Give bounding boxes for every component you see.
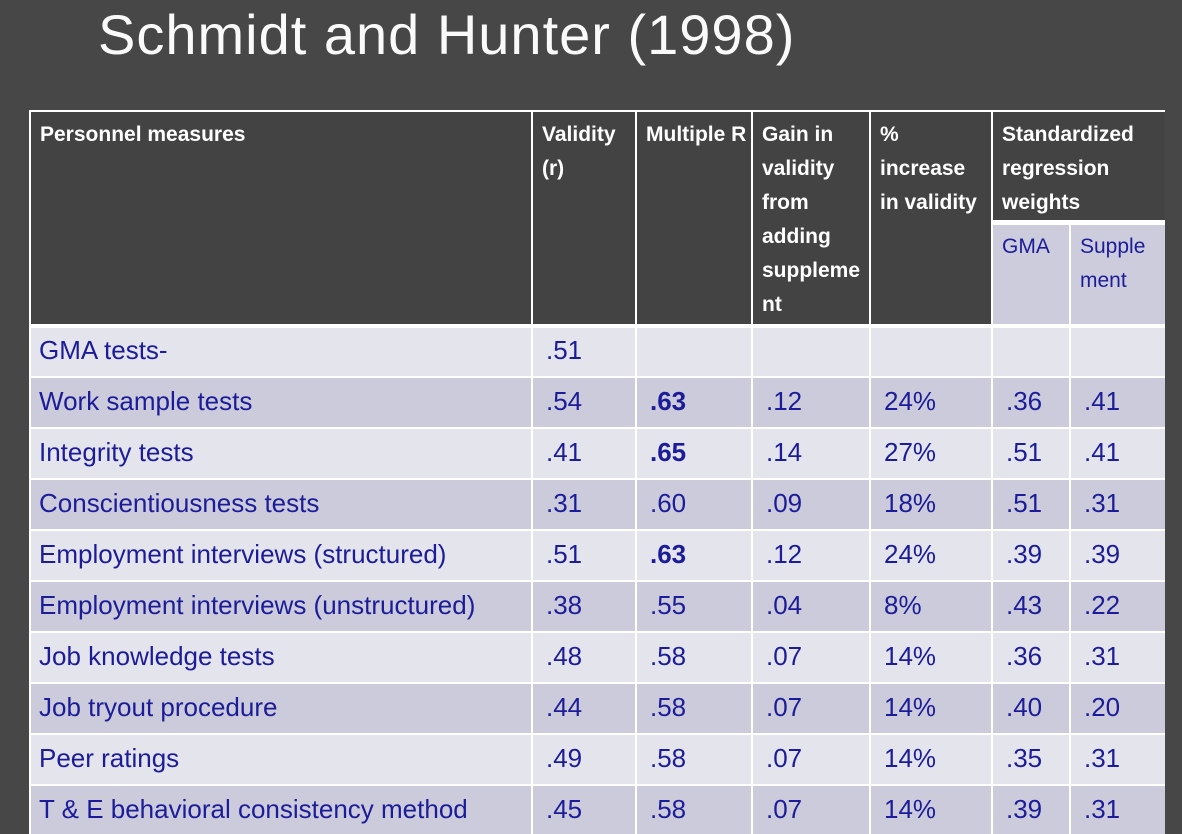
gma-weight-cell: .39 [991, 528, 1071, 582]
validity-cell: .54 [531, 375, 637, 429]
gma-weight-cell: .35 [991, 732, 1071, 786]
table-body: GMA tests- .51 Work sample tests .54.63.12 2… [29, 323, 1165, 834]
header-multiple-r: Multiple R [635, 110, 753, 327]
slide-title: Schmidt and Hunter (1998) [98, 3, 796, 66]
table-row: Job knowledge tests .48.58.07 14% .36.31 [29, 630, 1165, 684]
supplement-weight-cell: .31 [1069, 630, 1165, 684]
supplement-weight-cell [1069, 323, 1165, 378]
supplement-weight-cell: .39 [1069, 528, 1165, 582]
multiple-r-cell: .58 [635, 681, 753, 735]
gain-cell: .07 [751, 681, 871, 735]
subheader-gma: GMA [991, 221, 1071, 327]
table-row: Employment interviews (unstructured) .38.… [29, 579, 1165, 633]
increase-cell: 14% [869, 681, 993, 735]
supplement-weight-cell: .41 [1069, 426, 1165, 480]
measure-cell: Integrity tests [29, 426, 533, 480]
validity-cell: .51 [531, 528, 637, 582]
header-standardized-regression-weights: Standardized regression weights [991, 110, 1165, 225]
increase-cell: 14% [869, 630, 993, 684]
header-percent-increase: % increase in validity [869, 110, 993, 327]
table-row: Peer ratings .49.58.07 14% .35.31 [29, 732, 1165, 786]
supplement-weight-cell: .20 [1069, 681, 1165, 735]
gain-cell: .07 [751, 732, 871, 786]
multiple-r-cell: .63 [635, 375, 753, 429]
multiple-r-cell: .58 [635, 630, 753, 684]
gma-weight-cell: .40 [991, 681, 1071, 735]
increase-cell: 24% [869, 528, 993, 582]
table-row: Integrity tests .41.65.14 27% .51.41 [29, 426, 1165, 480]
table-row: Employment interviews (structured) .51.63… [29, 528, 1165, 582]
table-header: Personnel measures Validity (r) Multiple… [29, 110, 1165, 327]
increase-cell: 8% [869, 579, 993, 633]
supplement-weight-cell: .41 [1069, 375, 1165, 429]
multiple-r-cell: .63 [635, 528, 753, 582]
validity-table: Personnel measures Validity (r) Multiple… [29, 110, 1165, 834]
gma-weight-cell [991, 323, 1071, 378]
measure-cell: T & E behavioral consistency method [29, 783, 533, 834]
measure-cell: Job knowledge tests [29, 630, 533, 684]
gma-weight-cell: .51 [991, 477, 1071, 531]
multiple-r-cell: .60 [635, 477, 753, 531]
multiple-r-cell: .58 [635, 783, 753, 834]
supplement-weight-cell: .31 [1069, 783, 1165, 834]
header-validity-r: Validity (r) [531, 110, 637, 327]
measure-cell: Work sample tests [29, 375, 533, 429]
validity-cell: .48 [531, 630, 637, 684]
measure-cell: Employment interviews (unstructured) [29, 579, 533, 633]
gain-cell: .12 [751, 375, 871, 429]
measure-cell: Conscientiousness tests [29, 477, 533, 531]
validity-cell: .49 [531, 732, 637, 786]
table-row: Job tryout procedure .44.58.07 14% .40.20 [29, 681, 1165, 735]
supplement-weight-cell: .31 [1069, 477, 1165, 531]
header-row-main: Personnel measures Validity (r) Multiple… [29, 110, 1165, 327]
measure-cell: Job tryout procedure [29, 681, 533, 735]
increase-cell: 18% [869, 477, 993, 531]
gain-cell: .12 [751, 528, 871, 582]
multiple-r-cell: .58 [635, 732, 753, 786]
measure-cell: GMA tests- [29, 323, 533, 378]
gain-cell: .04 [751, 579, 871, 633]
gain-cell [751, 323, 871, 378]
increase-cell: 27% [869, 426, 993, 480]
measure-cell: Peer ratings [29, 732, 533, 786]
increase-cell [869, 323, 993, 378]
validity-cell: .51 [531, 323, 637, 378]
multiple-r-cell: .55 [635, 579, 753, 633]
gma-weight-cell: .39 [991, 783, 1071, 834]
validity-cell: .41 [531, 426, 637, 480]
table-row: Work sample tests .54.63.12 24% .36.41 [29, 375, 1165, 429]
table-row: T & E behavioral consistency method .45.5… [29, 783, 1165, 834]
gain-cell: .14 [751, 426, 871, 480]
gma-weight-cell: .36 [991, 630, 1071, 684]
validity-cell: .45 [531, 783, 637, 834]
supplement-weight-cell: .31 [1069, 732, 1165, 786]
multiple-r-cell [635, 323, 753, 378]
validity-cell: .44 [531, 681, 637, 735]
gma-weight-cell: .51 [991, 426, 1071, 480]
gain-cell: .09 [751, 477, 871, 531]
table-row: GMA tests- .51 [29, 323, 1165, 378]
header-gain-in-validity: Gain in validity from adding supplement [751, 110, 871, 327]
supplement-weight-cell: .22 [1069, 579, 1165, 633]
subheader-supplement: Supplement [1069, 221, 1165, 327]
measure-cell: Employment interviews (structured) [29, 528, 533, 582]
increase-cell: 14% [869, 783, 993, 834]
increase-cell: 24% [869, 375, 993, 429]
table-row: Conscientiousness tests .31.60.09 18% .51.3… [29, 477, 1165, 531]
gain-cell: .07 [751, 630, 871, 684]
gain-cell: .07 [751, 783, 871, 834]
header-row-sub: GMA Supplement [30, 221, 1165, 327]
validity-cell: .38 [531, 579, 637, 633]
increase-cell: 14% [869, 732, 993, 786]
validity-cell: .31 [531, 477, 637, 531]
gma-weight-cell: .36 [991, 375, 1071, 429]
header-personnel-measures: Personnel measures [29, 110, 533, 327]
gma-weight-cell: .43 [991, 579, 1071, 633]
multiple-r-cell: .65 [635, 426, 753, 480]
